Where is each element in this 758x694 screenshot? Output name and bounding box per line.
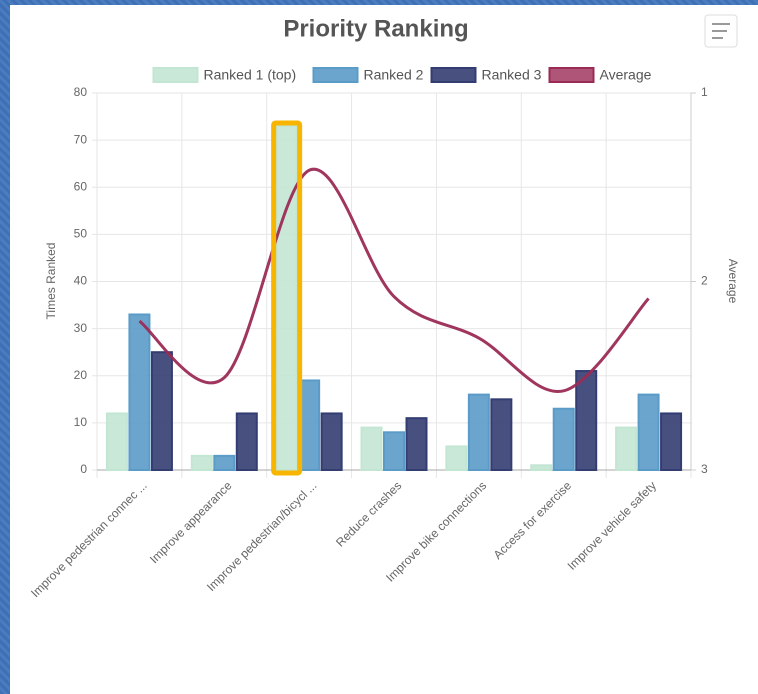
x-tick-label: Improve bike connections xyxy=(383,478,489,584)
x-tick-label: Improve pedestrian connec ... xyxy=(28,478,150,600)
y-tick-label: 70 xyxy=(74,132,88,146)
y-tick-label: 0 xyxy=(80,462,87,476)
y-tick-label: 80 xyxy=(74,85,88,99)
bar xyxy=(615,426,638,471)
legend-label: Ranked 2 xyxy=(364,67,424,83)
y2-tick-label: 2 xyxy=(701,274,708,288)
bar xyxy=(320,412,343,472)
bar xyxy=(490,398,513,471)
bar xyxy=(105,412,128,472)
bar xyxy=(383,431,405,471)
bar xyxy=(190,454,213,471)
y2-axis-label: Average xyxy=(726,259,740,304)
legend-label: Average xyxy=(600,67,652,83)
y2-tick-label: 1 xyxy=(701,85,708,99)
legend-label: Ranked 1 (top) xyxy=(204,67,297,83)
legend-label: Ranked 3 xyxy=(482,67,542,83)
legend-swatch xyxy=(430,67,477,83)
bar xyxy=(660,412,683,472)
y-tick-label: 20 xyxy=(74,368,88,382)
y-tick-label: 10 xyxy=(74,415,88,429)
y-tick-label: 40 xyxy=(74,274,88,288)
bar xyxy=(235,412,258,472)
x-tick-label: Reduce crashes xyxy=(333,478,404,549)
average-line xyxy=(138,167,650,393)
legend-swatch xyxy=(312,67,359,83)
bar xyxy=(637,393,660,472)
y-tick-label: 60 xyxy=(74,179,88,193)
y2-tick-label: 3 xyxy=(701,462,708,476)
x-tick-label: Improve appearance xyxy=(147,478,235,566)
y-tick-label: 30 xyxy=(74,321,88,335)
bar xyxy=(213,454,236,471)
menu-button[interactable] xyxy=(704,14,738,48)
bar xyxy=(275,124,298,472)
y-tick-label: 50 xyxy=(74,227,88,241)
x-tick-label: Access for exercise xyxy=(491,478,575,562)
bar xyxy=(530,464,553,472)
chart-title: Priority Ranking xyxy=(283,15,468,42)
bar xyxy=(150,351,173,471)
legend-swatch xyxy=(548,67,595,83)
y-axis-label: Times Ranked xyxy=(44,243,58,320)
x-tick-label: Improve vehicle safety xyxy=(565,478,659,572)
bar xyxy=(445,445,468,471)
legend-swatch xyxy=(152,67,199,83)
bar xyxy=(360,426,383,471)
bar xyxy=(575,370,598,472)
bar xyxy=(405,417,428,472)
bar xyxy=(128,313,151,471)
bar xyxy=(552,407,575,471)
bar xyxy=(467,393,490,472)
highlight xyxy=(271,120,303,476)
